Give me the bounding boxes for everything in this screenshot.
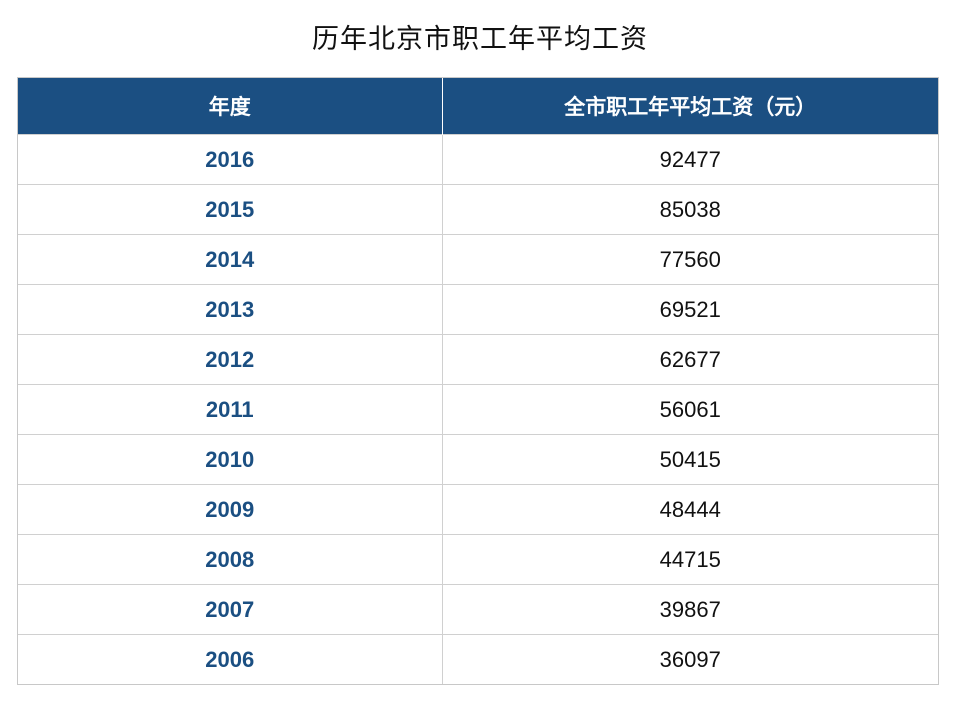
cell-year: 2011	[18, 384, 442, 435]
cell-wage: 36097	[441, 634, 938, 684]
cell-year: 2007	[18, 584, 442, 635]
cell-wage: 77560	[441, 234, 938, 285]
table-row: 2016 92477	[18, 134, 938, 185]
column-header-wage: 全市职工年平均工资（元）	[441, 78, 938, 135]
data-table: 年度 全市职工年平均工资（元） 2016 92477 2015 85038 2014 77…	[18, 78, 938, 684]
table-body: 2016 92477 2015 85038 2014 77560 2013 69521 2012…	[18, 134, 938, 684]
table-row: 2015 85038	[18, 184, 938, 235]
table-title: 历年北京市职工年平均工资	[312, 24, 648, 55]
cell-year: 2010	[18, 434, 442, 485]
cell-year: 2006	[18, 634, 442, 684]
cell-wage: 69521	[441, 284, 938, 335]
cell-wage: 44715	[441, 534, 938, 585]
cell-wage: 62677	[441, 334, 938, 385]
cell-year: 2014	[18, 234, 442, 285]
table-row: 2011 56061	[18, 384, 938, 435]
cell-year: 2008	[18, 534, 442, 585]
header-row: 年度 全市职工年平均工资（元）	[18, 78, 938, 135]
cell-wage: 85038	[441, 184, 938, 235]
cell-wage: 48444	[441, 484, 938, 535]
table-row: 2009 48444	[18, 484, 938, 535]
table-row: 2014 77560	[18, 234, 938, 285]
table-row: 2013 69521	[18, 284, 938, 335]
column-header-year: 年度	[18, 78, 442, 135]
wage-table: 年度 全市职工年平均工资（元） 2016 92477 2015 85038 2014 77…	[17, 77, 939, 685]
cell-year: 2016	[18, 134, 442, 185]
cell-wage: 39867	[441, 584, 938, 635]
table-row: 2008 44715	[18, 534, 938, 585]
table-header: 年度 全市职工年平均工资（元）	[18, 78, 938, 135]
cell-wage: 50415	[441, 434, 938, 485]
table-row: 2006 36097	[18, 634, 938, 684]
cell-year: 2013	[18, 284, 442, 335]
cell-wage: 92477	[441, 134, 938, 185]
cell-year: 2012	[18, 334, 442, 385]
cell-year: 2015	[18, 184, 442, 235]
table-row: 2010 50415	[18, 434, 938, 485]
cell-year: 2009	[18, 484, 442, 535]
table-row: 2007 39867	[18, 584, 938, 635]
table-row: 2012 62677	[18, 334, 938, 385]
cell-wage: 56061	[441, 384, 938, 435]
